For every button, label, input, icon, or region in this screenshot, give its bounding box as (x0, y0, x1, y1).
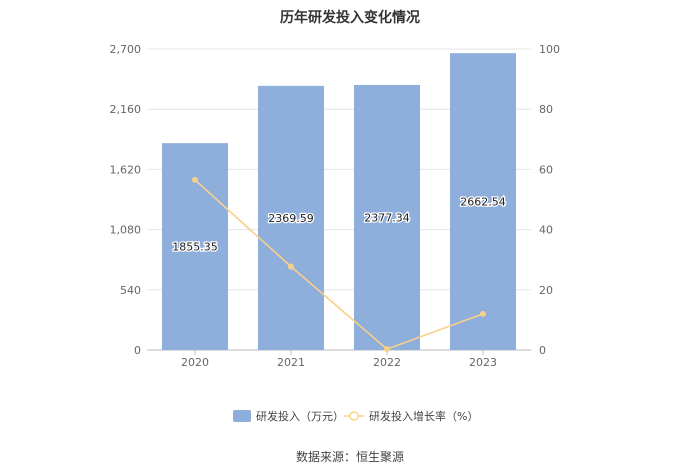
right-axis-tick-label: 60 (539, 163, 553, 176)
bar-value-label: 2377.34 (364, 211, 410, 224)
bar (450, 53, 516, 351)
right-axis-tick-label: 80 (539, 103, 553, 116)
x-axis-tick-label: 2022 (373, 356, 401, 369)
legend-bar-label: 研发投入（万元） (256, 409, 344, 423)
right-axis-tick-label: 40 (539, 224, 553, 237)
bar (258, 85, 324, 350)
growth-rate-point (192, 176, 198, 183)
legend-line-marker (349, 411, 359, 421)
left-axis-tick-label: 1,620 (110, 163, 142, 176)
right-axis-tick-label: 20 (539, 284, 553, 297)
right-axis-tick-label: 100 (539, 43, 560, 56)
left-axis-tick-label: 1,080 (110, 224, 142, 237)
right-axis-tick-label: 0 (539, 344, 546, 357)
left-axis-tick-label: 0 (134, 344, 141, 357)
x-axis-tick-label: 2020 (181, 356, 209, 369)
source-text: 数据来源：恒生聚源 (295, 450, 404, 464)
legend-line-label: 研发投入增长率（%） (369, 409, 478, 423)
bar-value-label: 1855.35 (172, 241, 218, 254)
growth-rate-point (480, 310, 486, 317)
legend-bar-swatch (233, 410, 251, 422)
bar-value-label: 2662.54 (460, 196, 506, 209)
left-axis-tick-label: 2,700 (110, 43, 142, 56)
x-axis-tick-label: 2021 (277, 356, 305, 369)
left-axis-tick-label: 540 (120, 284, 141, 297)
growth-rate-point (384, 346, 390, 353)
growth-rate-line (194, 179, 484, 351)
x-axis-tick-label: 2023 (469, 356, 497, 369)
growth-rate-point (288, 263, 294, 270)
chart-title: 历年研发投入变化情况 (280, 10, 420, 26)
bar (354, 84, 420, 350)
left-axis-tick-label: 2,160 (110, 103, 142, 116)
bar-value-label: 2369.59 (268, 212, 314, 225)
